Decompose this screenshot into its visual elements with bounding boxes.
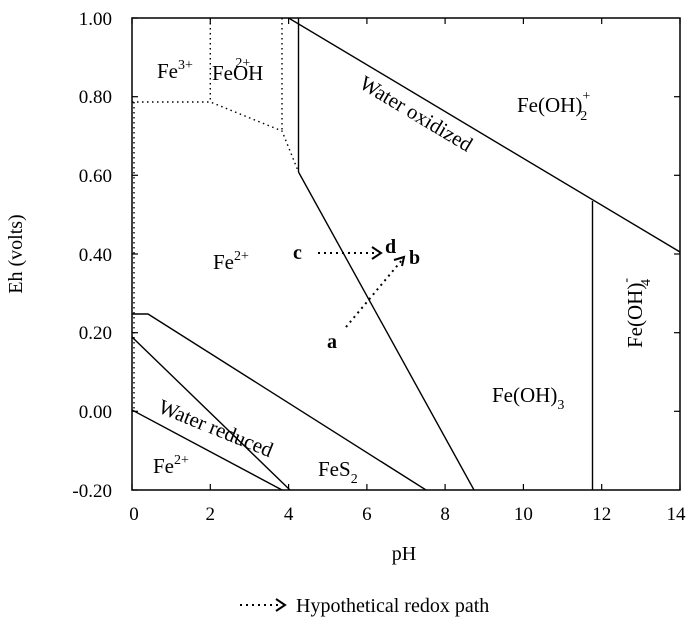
y-axis-title: Eh (volts): [5, 214, 27, 293]
x-tick-label: 6: [362, 504, 372, 525]
y-tick-label: 0.80: [79, 87, 112, 108]
fe3-label: Fe3+: [157, 58, 193, 83]
x-tick-label: 0: [129, 504, 139, 525]
x-tick-label: 8: [440, 504, 450, 525]
feoh2plus-label: Fe(OH)+ 2: [517, 89, 590, 124]
water-oxidized-label: Water oxidized: [355, 71, 477, 157]
water-oxidation-boundary: [288, 18, 680, 253]
y-tick-label: 1.00: [79, 9, 112, 30]
point-b-label: b: [409, 247, 420, 269]
point-d-label: d: [385, 236, 396, 258]
y-tick-label: 0.20: [79, 323, 112, 344]
x-axis-title: pH: [392, 543, 416, 565]
x-tick-label: 2: [206, 504, 216, 525]
legend-label: Hypothetical redox path: [296, 595, 489, 617]
feoh2-label: FeOH2+: [212, 56, 263, 85]
x-tick-label: 14: [667, 504, 687, 525]
y-tick-label: 0.00: [79, 402, 112, 423]
fes2-upper-boundary: [132, 313, 427, 490]
fes2-label: FeS2: [318, 457, 358, 487]
redox-path-a-to-b: [345, 259, 403, 328]
water-reduction-boundary: [132, 409, 283, 490]
fe2-upper-label: Fe2+: [213, 249, 249, 274]
feoh3-label: Fe(OH)3: [492, 383, 564, 413]
y-tick-label: -0.20: [72, 481, 112, 502]
x-tick-labels: 0 2 4 6 8 10 12 14: [129, 504, 686, 525]
x-tick-label: 10: [514, 504, 533, 525]
y-tick-label: 0.60: [79, 166, 112, 187]
fe2-lower-label: Fe2+: [153, 453, 189, 478]
y-tick-label: 0.40: [79, 245, 112, 266]
legend-arrowhead: [275, 598, 287, 612]
redox-path: a b c d: [293, 236, 420, 353]
fe3-fe2-boundary: [132, 101, 300, 173]
arrowhead-c-to-d: [371, 246, 383, 260]
fe2-feoh3-boundary: [297, 171, 475, 490]
x-tick-label: 12: [592, 504, 611, 525]
y-tick-labels: 1.00 0.80 0.60 0.40 0.20 0.00 -0.20: [72, 9, 112, 502]
point-c-label: c: [293, 242, 302, 264]
feoh4-label: Fe(OH)- 4: [619, 278, 654, 348]
x-tick-label: 4: [284, 504, 294, 525]
legend: Hypothetical redox path: [240, 595, 489, 617]
arrowhead-a-to-b: [393, 255, 406, 267]
point-a-label: a: [327, 331, 337, 353]
fes2-lower-boundary: [132, 336, 291, 490]
